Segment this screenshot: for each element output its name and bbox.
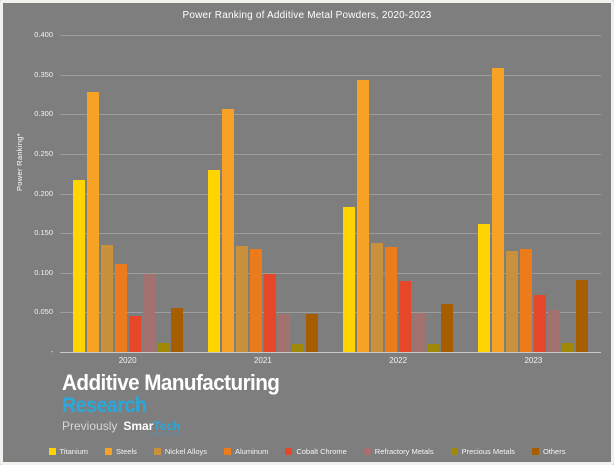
gridline xyxy=(60,272,601,274)
bar-cobalt-chrome-2021 xyxy=(263,274,276,352)
x-axis-labels: 2020 2021 2022 2023 xyxy=(60,356,601,365)
bar-others-2020 xyxy=(170,308,183,352)
bar-others-2021 xyxy=(305,313,318,352)
bar-precious-metals-2022 xyxy=(427,344,440,352)
bar-cobalt-chrome-2022 xyxy=(399,281,412,352)
legend-item-aluminum: Aluminum xyxy=(224,447,268,456)
y-tick-label: 0.150 xyxy=(34,228,53,238)
bar-steels-2020 xyxy=(86,92,99,352)
bar-aluminum-2021 xyxy=(249,248,262,352)
bar-aluminum-2020 xyxy=(114,264,127,352)
bar-cobalt-chrome-2023 xyxy=(534,294,547,352)
legend-swatch xyxy=(363,448,371,455)
legend-swatch xyxy=(105,448,113,455)
bar-steels-2021 xyxy=(221,108,234,352)
brand-previously-line: Previously SmarTech ANALYSIS xyxy=(62,419,293,436)
x-axis-line xyxy=(60,352,601,353)
chart-legend: Titanium Steels Nickel Alloys Aluminum Cobal… xyxy=(3,447,611,456)
bar-group-2022 xyxy=(331,35,466,352)
bar-precious-metals-2020 xyxy=(156,342,169,352)
bar-precious-metals-2023 xyxy=(562,342,575,352)
bar-titanium-2023 xyxy=(478,224,491,352)
plot-area: 0.400 0.350 0.300 0.250 0.200 0.150 0.100 0.050… xyxy=(34,31,601,356)
bar-steels-2022 xyxy=(357,80,370,352)
bar-titanium-2020 xyxy=(72,180,85,352)
gridline xyxy=(60,74,601,76)
legend-item-refractory-metals: Refractory Metals xyxy=(363,447,434,456)
chart-title: Power Ranking of Additive Metal Powders,… xyxy=(182,10,432,21)
bar-nickel-alloys-2021 xyxy=(235,245,248,352)
gridline xyxy=(60,312,601,314)
bar-others-2023 xyxy=(576,279,589,352)
bar-cobalt-chrome-2020 xyxy=(128,316,141,352)
legend-swatch xyxy=(224,448,231,455)
legend-swatch xyxy=(450,448,458,455)
bar-steels-2023 xyxy=(492,67,505,352)
y-tick-label: 0.250 xyxy=(34,148,53,158)
brand-analysis-text: ANALYSIS xyxy=(148,431,181,436)
bar-group-2021 xyxy=(195,35,330,352)
x-tick-label-2021: 2021 xyxy=(253,356,272,365)
bar-refractory-metals-2023 xyxy=(548,310,561,352)
legend-label: Steels xyxy=(116,447,137,456)
legend-label: Precious Metals xyxy=(461,447,515,456)
bar-others-2022 xyxy=(441,304,454,352)
x-tick-label-2022: 2022 xyxy=(389,356,408,365)
bar-refractory-metals-2022 xyxy=(413,313,426,352)
y-tick-label: 0.100 xyxy=(34,267,53,277)
bar-groups xyxy=(60,35,601,352)
bar-group-2023 xyxy=(466,35,601,352)
y-tick-label: 0.400 xyxy=(34,30,53,39)
brand-previously-text: Previously xyxy=(62,419,118,433)
x-tick-label-2023: 2023 xyxy=(524,356,543,365)
brand-title: Additive Manufacturing xyxy=(62,370,280,395)
brand-smartech-white: Smar xyxy=(123,419,154,433)
bar-nickel-alloys-2020 xyxy=(100,245,113,352)
legend-swatch xyxy=(285,448,293,455)
brand-smartech-accent: Tech xyxy=(153,419,181,433)
gridline xyxy=(60,233,601,235)
legend-item-titanium: Titanium xyxy=(48,447,89,456)
bar-titanium-2022 xyxy=(343,206,356,352)
legend-label: Cobalt Chrome xyxy=(296,447,347,456)
gridline xyxy=(60,153,601,155)
bar-refractory-metals-2021 xyxy=(277,313,290,352)
legend-swatch xyxy=(153,448,161,455)
bar-aluminum-2023 xyxy=(520,248,533,352)
bar-nickel-alloys-2023 xyxy=(506,251,519,352)
bar-group-2020 xyxy=(60,35,195,352)
gridline xyxy=(60,193,601,195)
legend-item-steels: Steels xyxy=(105,447,137,456)
brand-subtitle: Research xyxy=(62,394,147,417)
legend-label: Others xyxy=(542,447,566,456)
legend-label: Aluminum xyxy=(235,447,269,456)
bar-nickel-alloys-2022 xyxy=(371,242,384,352)
branding-block: Additive Manufacturing Research Previous… xyxy=(62,370,293,436)
y-tick-label: 0.350 xyxy=(34,69,53,79)
legend-item-precious-metals: Precious Metals xyxy=(450,447,515,456)
bar-precious-metals-2021 xyxy=(291,344,304,352)
bar-titanium-2021 xyxy=(207,169,220,352)
y-tick-label: 0.300 xyxy=(34,109,53,119)
legend-label: Refractory Metals xyxy=(374,447,434,456)
legend-label: Nickel Alloys xyxy=(164,447,207,456)
y-tick-label: 0.200 xyxy=(34,188,53,198)
legend-item-cobalt-chrome: Cobalt Chrome xyxy=(285,447,347,456)
x-tick-label-2020: 2020 xyxy=(118,356,137,365)
bar-aluminum-2022 xyxy=(385,246,398,352)
legend-item-others: Others xyxy=(531,447,566,456)
y-axis-title: Power Ranking* xyxy=(15,133,24,191)
gridline xyxy=(60,35,601,36)
y-tick-label: - xyxy=(50,347,54,356)
bar-refractory-metals-2020 xyxy=(142,274,155,352)
gridline xyxy=(60,114,601,116)
y-tick-label: 0.050 xyxy=(34,307,53,317)
legend-item-nickel-alloys: Nickel Alloys xyxy=(153,447,207,456)
legend-swatch xyxy=(531,448,539,455)
legend-label: Titanium xyxy=(59,447,89,456)
brand-smartech-logo: SmarTech ANALYSIS xyxy=(123,419,181,436)
legend-swatch xyxy=(48,448,56,455)
